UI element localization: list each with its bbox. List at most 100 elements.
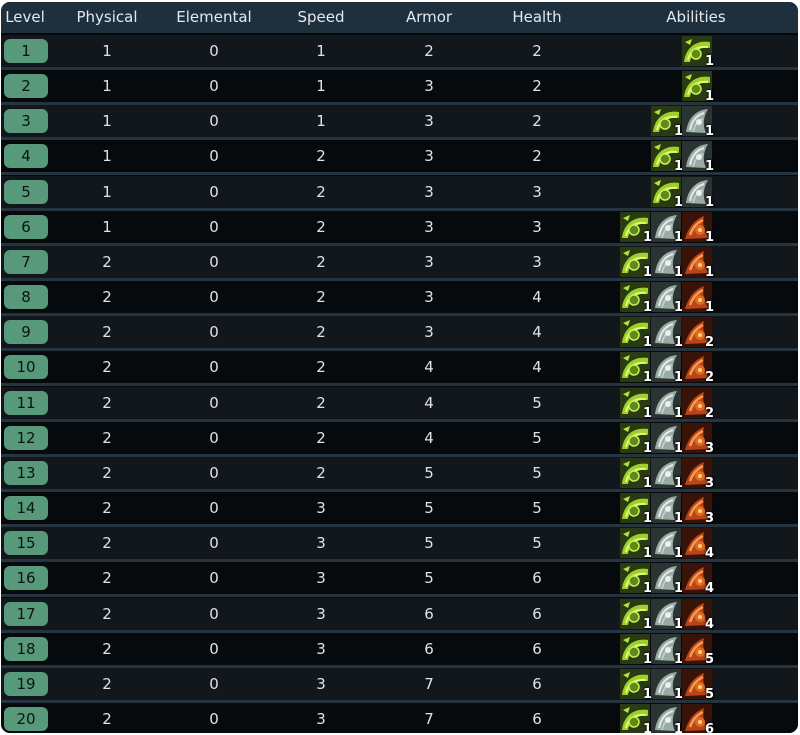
green-claw-icon[interactable]: 1	[620, 704, 652, 733]
green-claw-icon[interactable]: 1	[620, 528, 652, 561]
elemental-value: 0	[209, 182, 219, 201]
abilities-cell: 1 1 1	[620, 246, 714, 280]
green-claw-icon[interactable]: 1	[651, 141, 683, 174]
fire-horn-icon[interactable]: 1	[682, 246, 714, 280]
green-claw-icon[interactable]: 1	[620, 211, 652, 245]
green-claw-icon[interactable]: 1	[620, 422, 652, 456]
elemental-value: 0	[209, 358, 219, 377]
table-row: 1 1 0 1 2 2 1	[1, 35, 798, 69]
green-claw-icon[interactable]: 1	[620, 282, 652, 316]
fire-horn-icon[interactable]: 2	[682, 317, 714, 350]
ability-count: 1	[673, 335, 683, 351]
physical-value: 2	[102, 499, 112, 518]
green-claw-icon[interactable]: 1	[620, 563, 652, 596]
abilities-cell: 1 1 4	[620, 562, 714, 596]
green-claw-icon[interactable]: 1	[620, 387, 652, 421]
fire-horn-icon[interactable]: 6	[682, 704, 714, 733]
fire-horn-icon[interactable]: 3	[682, 493, 714, 526]
armor-value: 5	[424, 499, 434, 518]
table-row: 11 2 0 2 4 5 1 1 2	[1, 386, 798, 421]
fire-horn-icon[interactable]: 1	[682, 282, 714, 315]
fire-horn-icon[interactable]: 4	[682, 563, 714, 596]
ability-count: 1	[642, 405, 652, 421]
green-claw-icon[interactable]: 1	[620, 352, 652, 385]
header-physical: Physical	[76, 8, 138, 26]
green-claw-icon[interactable]: 1	[620, 457, 652, 491]
green-claw-icon[interactable]: 1	[651, 176, 683, 210]
gray-spirit-icon[interactable]: 1	[651, 352, 683, 385]
gray-spirit-icon[interactable]: 1	[651, 493, 683, 526]
speed-value: 2	[316, 252, 326, 271]
gray-spirit-icon[interactable]: 1	[651, 563, 683, 596]
gray-spirit-icon[interactable]: 1	[651, 422, 683, 456]
armor-value: 3	[424, 112, 434, 131]
elemental-value: 0	[209, 463, 219, 482]
level-badge: 7	[4, 249, 48, 274]
header-speed: Speed	[297, 8, 345, 26]
ability-count: 1	[642, 686, 652, 702]
elemental-value: 0	[209, 674, 219, 693]
fire-horn-icon[interactable]: 4	[682, 598, 714, 632]
green-claw-icon[interactable]: 1	[651, 106, 683, 139]
gray-spirit-icon[interactable]: 1	[651, 282, 683, 315]
table-row: 6 1 0 2 3 3 1 1 1	[1, 210, 798, 245]
gray-spirit-icon[interactable]: 1	[682, 141, 714, 175]
green-claw-icon[interactable]: 1	[682, 36, 714, 69]
ability-count: 6	[704, 722, 714, 733]
gray-spirit-icon[interactable]: 1	[682, 106, 714, 139]
level-badge: 15	[4, 531, 48, 556]
fire-horn-icon[interactable]: 4	[682, 528, 714, 561]
header-abilities: Abilities	[666, 8, 726, 26]
gray-spirit-icon[interactable]: 1	[651, 211, 683, 245]
ability-count: 1	[642, 475, 652, 491]
speed-value: 3	[316, 710, 326, 729]
level-badge: 2	[4, 74, 48, 99]
green-claw-icon[interactable]: 1	[620, 246, 652, 280]
gray-spirit-icon[interactable]: 1	[651, 317, 683, 351]
gray-spirit-icon[interactable]: 1	[651, 704, 683, 733]
gray-spirit-icon[interactable]: 1	[651, 598, 683, 632]
gray-spirit-icon[interactable]: 1	[651, 387, 683, 421]
health-value: 6	[532, 604, 542, 623]
elemental-value: 0	[209, 639, 219, 658]
fire-horn-icon[interactable]: 2	[682, 387, 714, 421]
green-claw-icon[interactable]: 1	[620, 668, 652, 702]
green-claw-icon[interactable]: 1	[620, 598, 652, 632]
table-row: 12 2 0 2 4 5 1 1 3	[1, 421, 798, 456]
physical-value: 2	[102, 358, 112, 377]
physical-value: 2	[102, 534, 112, 553]
gray-spirit-icon[interactable]: 1	[651, 633, 683, 667]
fire-horn-icon[interactable]: 3	[682, 422, 714, 456]
gray-spirit-icon[interactable]: 1	[651, 528, 683, 561]
abilities-cell: 1 1 3	[620, 492, 714, 526]
gray-spirit-icon[interactable]: 1	[651, 457, 683, 491]
ability-count: 4	[704, 616, 714, 632]
ability-count: 1	[704, 264, 714, 280]
green-claw-icon[interactable]: 1	[620, 317, 652, 350]
table-row: 13 2 0 2 5 5 1 1 3	[1, 456, 798, 491]
elemental-value: 0	[209, 217, 219, 236]
abilities-cell: 1	[682, 70, 714, 104]
fire-horn-icon[interactable]: 3	[682, 457, 714, 491]
fire-horn-icon[interactable]: 5	[682, 633, 714, 667]
header-armor: Armor	[405, 8, 453, 26]
gray-spirit-icon[interactable]: 1	[651, 668, 683, 702]
ability-count: 1	[642, 300, 652, 316]
fire-horn-icon[interactable]: 2	[682, 352, 714, 385]
abilities-cell: 1 1 3	[620, 457, 714, 491]
row-divider	[1, 137, 798, 141]
ability-count: 1	[673, 651, 683, 667]
row-divider	[1, 313, 798, 317]
green-claw-icon[interactable]: 1	[620, 493, 652, 526]
health-value: 4	[532, 288, 542, 307]
fire-horn-icon[interactable]: 5	[682, 668, 714, 702]
ability-count: 1	[704, 159, 714, 175]
fire-horn-icon[interactable]: 1	[682, 211, 714, 245]
gray-spirit-icon[interactable]: 1	[651, 246, 683, 280]
elemental-value: 0	[209, 710, 219, 729]
speed-value: 2	[316, 323, 326, 342]
speed-value: 3	[316, 569, 326, 588]
gray-spirit-icon[interactable]: 1	[682, 176, 714, 210]
green-claw-icon[interactable]: 1	[682, 71, 714, 104]
green-claw-icon[interactable]: 1	[620, 633, 652, 667]
